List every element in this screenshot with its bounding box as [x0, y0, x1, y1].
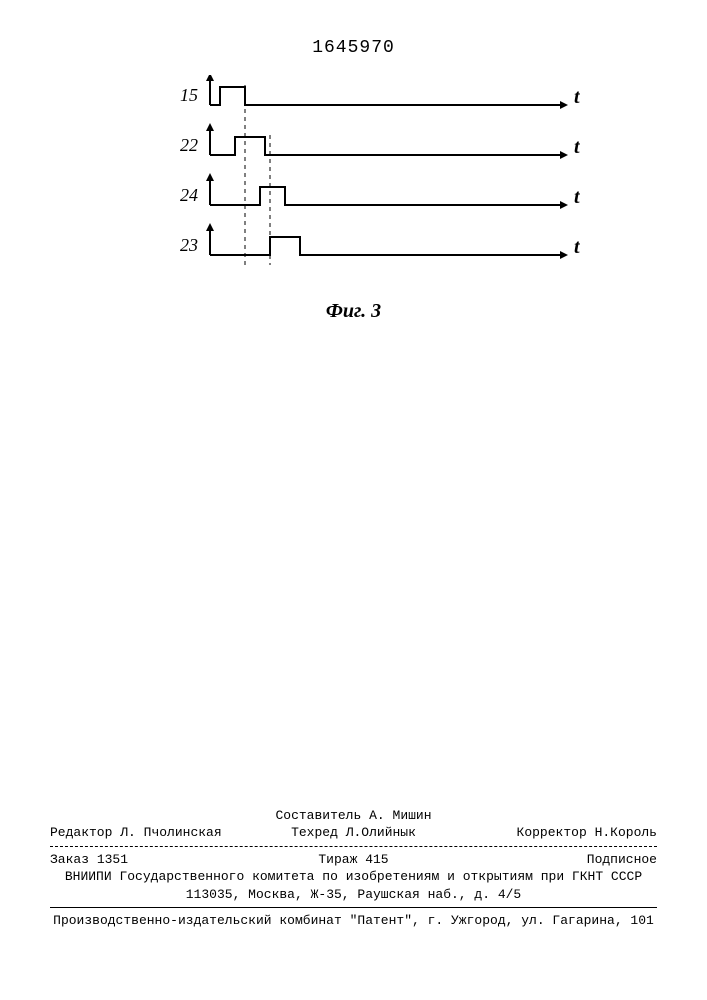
editor-cell: Редактор Л. Пчолинская — [50, 824, 252, 842]
svg-text:t: t — [574, 236, 580, 258]
timing-svg: 15 t 22 t 24 t 23 t — [160, 75, 580, 295]
org-line-1: ВНИИПИ Государственного комитета по изоб… — [50, 868, 657, 886]
subscription: Подписное — [587, 852, 657, 867]
svg-text:t: t — [574, 136, 580, 158]
divider-dash-1 — [50, 846, 657, 847]
divider-solid — [50, 907, 657, 908]
svg-text:t: t — [574, 186, 580, 208]
doc-number: 1645970 — [0, 38, 707, 58]
compiler-line: Составитель А. Мишин — [50, 807, 657, 825]
credits-row: Редактор Л. Пчолинская Техред Л.Олийнык … — [50, 824, 657, 842]
order-no: 1351 — [97, 852, 128, 867]
svg-text:15: 15 — [180, 85, 198, 105]
svg-text:22: 22 — [180, 135, 198, 155]
techred-label: Техред — [291, 825, 338, 840]
editor-name: Л. Пчолинская — [120, 825, 221, 840]
subscription-cell: Подписное — [455, 851, 657, 869]
org-line-2: 113035, Москва, Ж-35, Раушская наб., д. … — [50, 886, 657, 904]
figure-caption: Фиг. 3 — [0, 300, 707, 323]
corrector-name: Н.Король — [595, 825, 657, 840]
corrector-cell: Корректор Н.Король — [455, 824, 657, 842]
order-label: Заказ — [50, 852, 89, 867]
techred-name: Л.Олийнык — [346, 825, 416, 840]
tirage-cell: Тираж 415 — [252, 851, 454, 869]
compiler-name: А. Мишин — [369, 808, 431, 823]
svg-text:24: 24 — [180, 185, 198, 205]
svg-text:23: 23 — [180, 235, 198, 255]
svg-text:t: t — [574, 86, 580, 108]
order-cell: Заказ 1351 — [50, 851, 252, 869]
order-row: Заказ 1351 Тираж 415 Подписное — [50, 851, 657, 869]
tirage-label: Тираж — [318, 852, 357, 867]
timing-diagram: 15 t 22 t 24 t 23 t — [160, 75, 580, 315]
footer-block: Составитель А. Мишин Редактор Л. Пчолинс… — [50, 807, 657, 930]
compiler-label: Составитель — [275, 808, 361, 823]
editor-label: Редактор — [50, 825, 112, 840]
techred-cell: Техред Л.Олийнык — [252, 824, 454, 842]
corrector-label: Корректор — [517, 825, 587, 840]
tirage-value: 415 — [365, 852, 388, 867]
print-house: Производственно-издательский комбинат "П… — [50, 912, 657, 930]
